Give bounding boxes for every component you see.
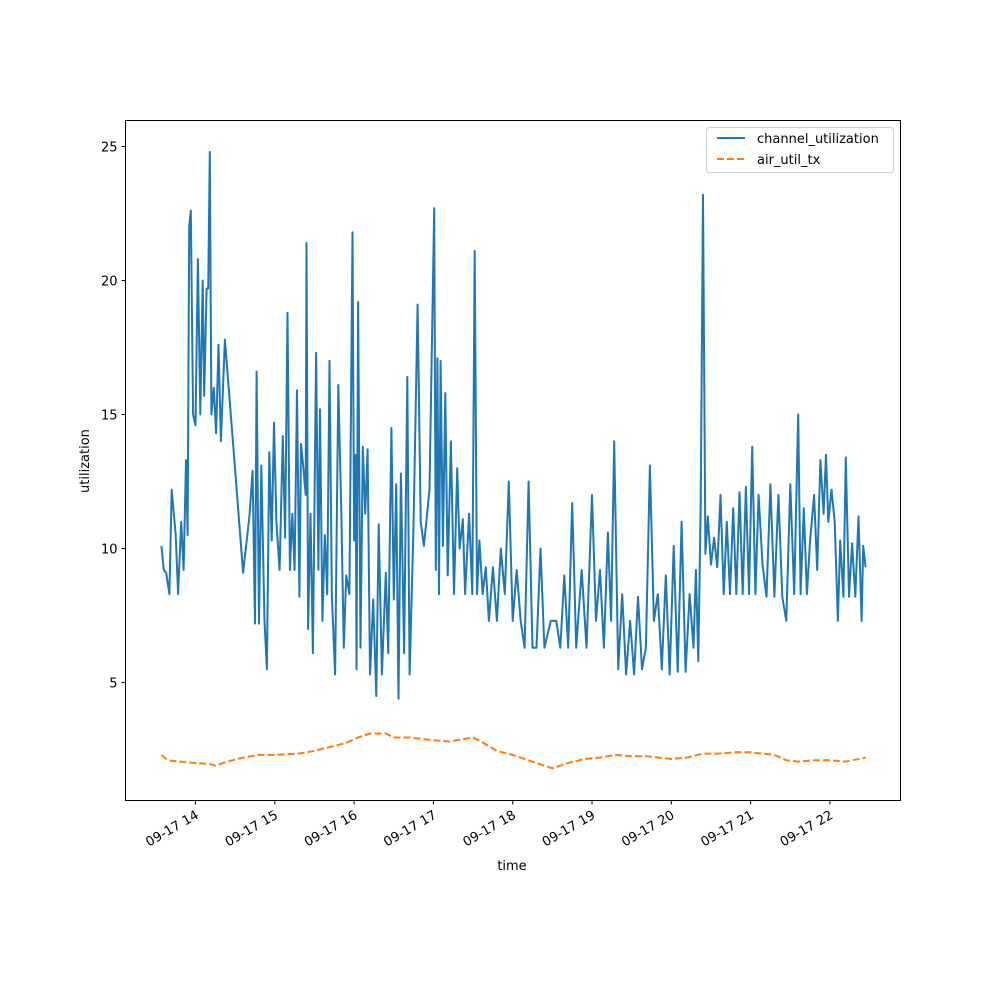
legend: channel_utilization air_util_tx bbox=[706, 127, 894, 173]
legend-box bbox=[706, 127, 894, 173]
series-layer bbox=[160, 150, 867, 770]
series-line-air-util-tx bbox=[160, 732, 866, 770]
y-axis-label: utilization bbox=[78, 429, 93, 493]
y-tick-label: 10 bbox=[101, 543, 118, 558]
y-axis: 5 10 15 20 25 bbox=[101, 140, 126, 692]
y-tick-label: 20 bbox=[101, 275, 118, 290]
legend-label-air-util-tx: air_util_tx bbox=[757, 153, 821, 168]
legend-label-channel-utilization: channel_utilization bbox=[757, 132, 879, 147]
y-tick-label: 15 bbox=[101, 409, 118, 424]
series-line-channel-utilization bbox=[160, 150, 867, 700]
y-tick-label: 25 bbox=[101, 140, 118, 155]
y-tick-label: 5 bbox=[109, 677, 117, 692]
x-axis-label: time bbox=[497, 859, 526, 874]
